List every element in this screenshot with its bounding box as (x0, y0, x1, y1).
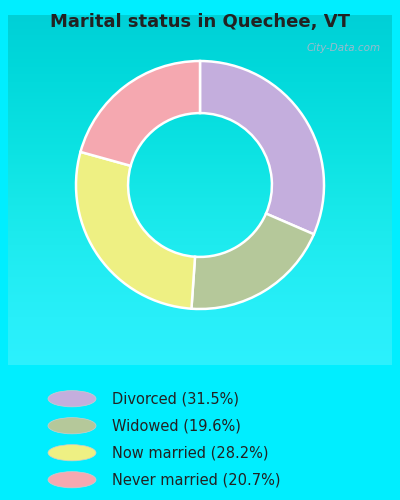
Wedge shape (200, 61, 324, 234)
Wedge shape (192, 214, 314, 309)
Wedge shape (80, 61, 200, 166)
Circle shape (48, 418, 96, 434)
Text: Widowed (19.6%): Widowed (19.6%) (112, 418, 241, 433)
Circle shape (48, 390, 96, 407)
Text: Divorced (31.5%): Divorced (31.5%) (112, 391, 239, 406)
Text: Marital status in Quechee, VT: Marital status in Quechee, VT (50, 12, 350, 30)
Text: Never married (20.7%): Never married (20.7%) (112, 472, 280, 487)
Wedge shape (76, 152, 195, 308)
Circle shape (48, 444, 96, 461)
Text: Now married (28.2%): Now married (28.2%) (112, 445, 268, 460)
Text: City-Data.com: City-Data.com (306, 43, 380, 53)
Circle shape (48, 472, 96, 488)
